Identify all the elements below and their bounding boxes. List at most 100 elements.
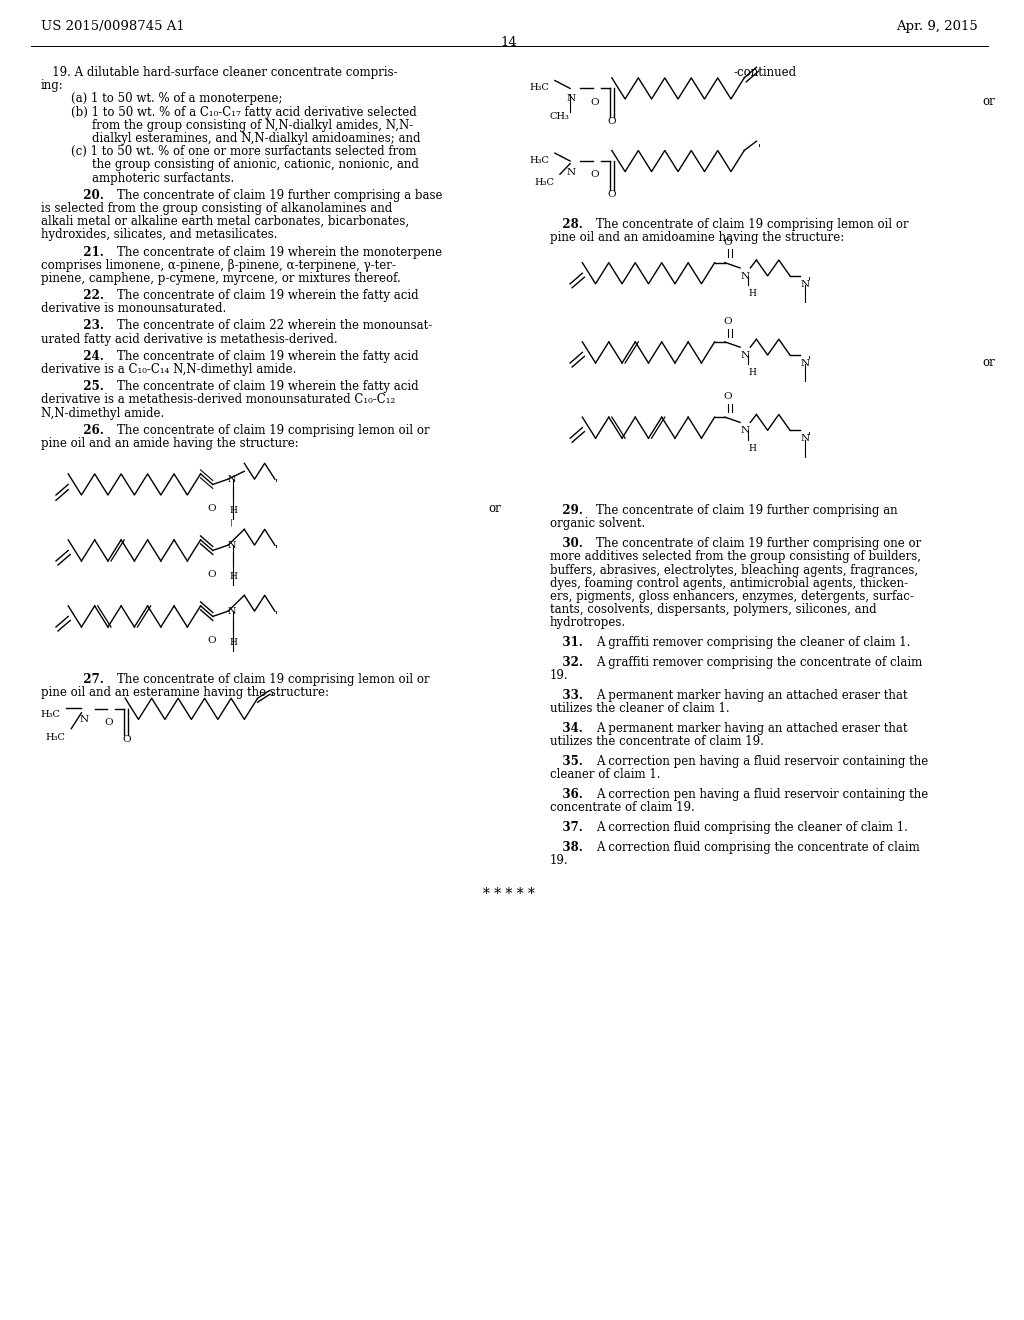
- Text: 31.: 31.: [550, 636, 583, 649]
- Text: H₃C: H₃C: [529, 156, 549, 165]
- Text: * * * * *: * * * * *: [483, 887, 535, 902]
- Text: organic solvent.: organic solvent.: [550, 517, 645, 531]
- Text: The concentrate of claim 19 wherein the fatty acid: The concentrate of claim 19 wherein the …: [117, 380, 419, 393]
- Text: is selected from the group consisting of alkanolamines and: is selected from the group consisting of…: [41, 202, 392, 215]
- Text: ': ': [274, 479, 278, 490]
- Text: 38.: 38.: [550, 841, 583, 854]
- Text: The concentrate of claim 19 comprising lemon oil or: The concentrate of claim 19 comprising l…: [596, 218, 908, 231]
- Text: hydroxides, silicates, and metasilicates.: hydroxides, silicates, and metasilicates…: [41, 228, 278, 242]
- Text: cleaner of claim 1.: cleaner of claim 1.: [550, 768, 660, 781]
- Text: O: O: [608, 190, 616, 199]
- Text: O: O: [724, 238, 732, 247]
- Text: more additives selected from the group consisting of builders,: more additives selected from the group c…: [550, 550, 921, 564]
- Text: derivative is a metathesis-derived monounsaturated C₁₀-C₁₂: derivative is a metathesis-derived monou…: [41, 393, 395, 407]
- Text: ': ': [808, 356, 811, 367]
- Text: A graffiti remover comprising the cleaner of claim 1.: A graffiti remover comprising the cleane…: [596, 636, 910, 649]
- Text: utilizes the cleaner of claim 1.: utilizes the cleaner of claim 1.: [550, 702, 729, 715]
- Text: concentrate of claim 19.: concentrate of claim 19.: [550, 801, 694, 814]
- Text: The concentrate of claim 19 comprising lemon oil or: The concentrate of claim 19 comprising l…: [117, 673, 430, 686]
- Text: O: O: [608, 117, 616, 127]
- Text: 23.: 23.: [72, 319, 104, 333]
- Text: N: N: [800, 434, 809, 444]
- Text: 27.: 27.: [72, 673, 104, 686]
- Text: H: H: [229, 638, 238, 647]
- Text: amphoteric surfactants.: amphoteric surfactants.: [91, 172, 233, 185]
- Text: 24.: 24.: [72, 350, 104, 363]
- Text: pinene, camphene, p-cymene, myrcene, or mixtures thereof.: pinene, camphene, p-cymene, myrcene, or …: [41, 272, 400, 285]
- Text: 36.: 36.: [550, 788, 583, 801]
- Text: ': ': [808, 432, 811, 442]
- Text: utilizes the concentrate of claim 19.: utilizes the concentrate of claim 19.: [550, 735, 764, 748]
- Text: 26.: 26.: [72, 424, 104, 437]
- Text: 33.: 33.: [550, 689, 583, 702]
- Text: 22.: 22.: [72, 289, 104, 302]
- Text: -continued: -continued: [733, 66, 796, 79]
- Text: 34.: 34.: [550, 722, 583, 735]
- Text: buffers, abrasives, electrolytes, bleaching agents, fragrances,: buffers, abrasives, electrolytes, bleach…: [550, 564, 918, 577]
- Text: O: O: [208, 636, 216, 645]
- Text: H: H: [229, 506, 238, 515]
- Text: The concentrate of claim 19 further comprising an: The concentrate of claim 19 further comp…: [596, 504, 897, 517]
- Text: or: or: [982, 95, 995, 108]
- Text: A correction pen having a fluid reservoir containing the: A correction pen having a fluid reservoi…: [596, 788, 928, 801]
- Text: dyes, foaming control agents, antimicrobial agents, thicken-: dyes, foaming control agents, antimicrob…: [550, 577, 908, 590]
- Text: 25.: 25.: [72, 380, 104, 393]
- Text: ers, pigments, gloss enhancers, enzymes, detergents, surfac-: ers, pigments, gloss enhancers, enzymes,…: [550, 590, 913, 603]
- Text: 19. A dilutable hard-surface cleaner concentrate compris-: 19. A dilutable hard-surface cleaner con…: [41, 66, 397, 79]
- Text: The concentrate of claim 19 further comprising one or: The concentrate of claim 19 further comp…: [596, 537, 921, 550]
- Text: pine oil and an amide having the structure:: pine oil and an amide having the structu…: [41, 437, 298, 450]
- Text: H₃C: H₃C: [41, 710, 60, 719]
- Text: The concentrate of claim 19 further comprising a base: The concentrate of claim 19 further comp…: [117, 189, 442, 202]
- Text: 21.: 21.: [72, 246, 104, 259]
- Text: A correction fluid comprising the concentrate of claim: A correction fluid comprising the concen…: [596, 841, 920, 854]
- Text: H₃C: H₃C: [529, 83, 549, 92]
- Text: 30.: 30.: [550, 537, 583, 550]
- Text: urated fatty acid derivative is metathesis-derived.: urated fatty acid derivative is metathes…: [41, 333, 337, 346]
- Text: 14: 14: [501, 36, 517, 49]
- Text: (a) 1 to 50 wt. % of a monoterpene;: (a) 1 to 50 wt. % of a monoterpene;: [72, 92, 283, 106]
- Text: H: H: [749, 444, 756, 453]
- Text: from the group consisting of N,N-dialkyl amides, N,N-: from the group consisting of N,N-dialkyl…: [91, 119, 413, 132]
- Text: ': ': [758, 144, 761, 154]
- Text: N: N: [740, 351, 750, 360]
- Text: |: |: [230, 519, 232, 527]
- Text: 20.: 20.: [72, 189, 104, 202]
- Text: 35.: 35.: [550, 755, 583, 768]
- Text: tants, cosolvents, dispersants, polymers, silicones, and: tants, cosolvents, dispersants, polymers…: [550, 603, 877, 616]
- Text: 28.: 28.: [550, 218, 583, 231]
- Text: O: O: [104, 718, 114, 727]
- Text: N: N: [80, 715, 88, 725]
- Text: (c) 1 to 50 wt. % of one or more surfactants selected from: (c) 1 to 50 wt. % of one or more surfact…: [72, 145, 417, 158]
- Text: ': ': [274, 611, 278, 622]
- Text: A correction fluid comprising the cleaner of claim 1.: A correction fluid comprising the cleane…: [596, 821, 907, 834]
- Text: ': ': [270, 693, 274, 704]
- Text: or: or: [982, 356, 995, 370]
- Text: Apr. 9, 2015: Apr. 9, 2015: [896, 20, 977, 33]
- Text: N: N: [800, 280, 809, 289]
- Text: The concentrate of claim 19 wherein the fatty acid: The concentrate of claim 19 wherein the …: [117, 350, 419, 363]
- Text: N,N-dimethyl amide.: N,N-dimethyl amide.: [41, 407, 164, 420]
- Text: or: or: [488, 502, 502, 515]
- Text: The concentrate of claim 19 comprising lemon oil or: The concentrate of claim 19 comprising l…: [117, 424, 430, 437]
- Text: H: H: [749, 289, 756, 298]
- Text: N: N: [228, 475, 237, 483]
- Text: derivative is monounsaturated.: derivative is monounsaturated.: [41, 302, 226, 315]
- Text: H: H: [749, 368, 756, 378]
- Text: N: N: [740, 272, 750, 281]
- Text: H: H: [229, 572, 238, 581]
- Text: The concentrate of claim 19 wherein the fatty acid: The concentrate of claim 19 wherein the …: [117, 289, 419, 302]
- Text: N: N: [740, 426, 750, 436]
- Text: O: O: [122, 735, 131, 744]
- Text: the group consisting of anionic, cationic, nonionic, and: the group consisting of anionic, cationi…: [91, 158, 419, 172]
- Text: O: O: [724, 392, 732, 401]
- Text: A graffiti remover comprising the concentrate of claim: A graffiti remover comprising the concen…: [596, 656, 922, 669]
- Text: (b) 1 to 50 wt. % of a C₁₀-C₁₇ fatty acid derivative selected: (b) 1 to 50 wt. % of a C₁₀-C₁₇ fatty aci…: [72, 106, 417, 119]
- Text: A correction pen having a fluid reservoir containing the: A correction pen having a fluid reservoi…: [596, 755, 928, 768]
- Text: pine oil and an amidoamine having the structure:: pine oil and an amidoamine having the st…: [550, 231, 844, 244]
- Text: N: N: [566, 168, 575, 177]
- Text: ': ': [808, 277, 811, 288]
- Text: alkali metal or alkaline earth metal carbonates, bicarbonates,: alkali metal or alkaline earth metal car…: [41, 215, 409, 228]
- Text: O: O: [724, 317, 732, 326]
- Text: 29.: 29.: [550, 504, 583, 517]
- Text: ': ': [274, 545, 278, 556]
